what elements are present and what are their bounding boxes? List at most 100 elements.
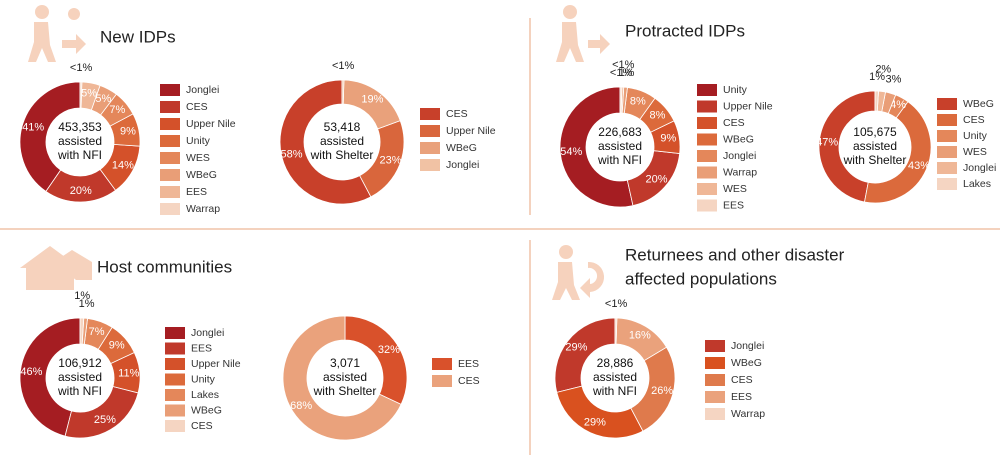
legend-label: CES (458, 375, 480, 387)
value-label: 8% (630, 95, 646, 107)
value-label: 47% (816, 136, 838, 148)
legend-swatch (160, 118, 180, 130)
value-label: 25% (94, 414, 116, 426)
value-label: 4% (890, 99, 906, 111)
legend-swatch (697, 150, 717, 162)
legend-swatch (937, 114, 957, 126)
legend-swatch (705, 408, 725, 420)
value-label: 54% (560, 146, 582, 158)
value-label: 7% (109, 104, 125, 116)
legend-swatch (420, 108, 440, 120)
value-label: 19% (361, 94, 383, 106)
value-label: 41% (22, 121, 44, 133)
section-title: Host communities (97, 257, 232, 276)
legend-swatch (160, 169, 180, 181)
legend-swatch (697, 100, 717, 113)
icon (552, 245, 605, 300)
legend-label: WBeG (731, 357, 762, 369)
icon (28, 5, 86, 62)
legend-label: CES (723, 117, 745, 129)
donut-slice (79, 317, 85, 345)
legend-swatch (937, 146, 957, 158)
legend-swatch (937, 98, 957, 110)
legend-swatch (705, 391, 725, 403)
legend-swatch (697, 183, 717, 195)
legend-swatch (160, 186, 180, 198)
value-label: <1% (605, 298, 628, 310)
legend-label: WBeG (186, 169, 217, 181)
legend-label: Jonglei (191, 327, 224, 339)
legend-swatch (165, 420, 185, 432)
legend-label: Unity (186, 135, 211, 147)
donut-slice (818, 90, 876, 203)
legend-swatch (937, 130, 957, 142)
center-label: 106,912 (58, 356, 102, 370)
legend-swatch (160, 152, 180, 164)
legend-label: Unity (191, 373, 216, 385)
center-label: with Shelter (310, 148, 374, 162)
legend-swatch (705, 357, 725, 369)
center-label: 3,071 (330, 356, 360, 370)
legend-label: WBeG (963, 98, 994, 110)
value-label: 26% (651, 385, 673, 397)
legend-label: EES (723, 199, 744, 211)
legend-swatch (165, 389, 185, 401)
legend-swatch (697, 166, 717, 179)
value-label: 1% (74, 290, 90, 302)
legend-label: CES (191, 420, 213, 432)
value-label: 58% (281, 148, 303, 160)
value-label: 2% (875, 63, 891, 75)
legend-label: CES (731, 374, 753, 386)
legend-label: CES (186, 101, 208, 113)
center-label: 28,886 (597, 356, 634, 370)
legend-swatch (697, 133, 717, 146)
value-label: 11% (118, 367, 139, 379)
legend-label: Upper Nile (446, 125, 496, 137)
donut-slice (559, 86, 634, 208)
value-label: 43% (908, 160, 930, 172)
legend-label: CES (963, 114, 985, 126)
value-label: 9% (660, 133, 676, 145)
legend-label: Warrap (731, 408, 765, 420)
value-label: 1% (869, 71, 885, 83)
donut-slice (619, 86, 623, 114)
donut-slice (614, 317, 618, 345)
legend-swatch (165, 404, 185, 417)
value-label: 1% (619, 67, 635, 79)
value-label: 1% (79, 298, 95, 310)
legend-swatch (165, 358, 185, 370)
value-label: <1% (612, 59, 635, 71)
value-label: 20% (70, 185, 92, 197)
value-label: 20% (645, 174, 667, 186)
legend-swatch (705, 374, 725, 386)
donut-slice (279, 79, 372, 205)
value-label: <1% (610, 67, 633, 79)
donut-slice (864, 101, 932, 204)
donut-slice (874, 90, 879, 112)
legend-label: EES (191, 342, 212, 354)
value-label: 29% (565, 342, 587, 354)
donut-slice (79, 81, 83, 109)
legend-label: Upper Nile (186, 118, 236, 130)
legend-swatch (420, 125, 440, 137)
legend-label: Upper Nile (191, 358, 241, 370)
legend-swatch (697, 84, 717, 96)
legend-label: EES (731, 391, 752, 403)
legend-swatch (697, 117, 717, 129)
legend-label: Jonglei (731, 340, 764, 352)
section-title: affected populations (625, 269, 777, 288)
legend-swatch (160, 135, 180, 147)
center-label: with NFI (57, 148, 102, 162)
center-label: assisted (323, 370, 367, 384)
value-label: 16% (629, 330, 651, 342)
section-title: New IDPs (100, 27, 176, 46)
center-label: assisted (58, 134, 102, 148)
legend-label: Upper Nile (723, 100, 773, 112)
value-label: 23% (380, 155, 402, 167)
donut-slice (341, 79, 345, 105)
legend-label: EES (458, 358, 479, 370)
center-label: 53,418 (324, 120, 361, 134)
legend-label: WBeG (723, 133, 754, 145)
value-label: 5% (95, 93, 111, 105)
